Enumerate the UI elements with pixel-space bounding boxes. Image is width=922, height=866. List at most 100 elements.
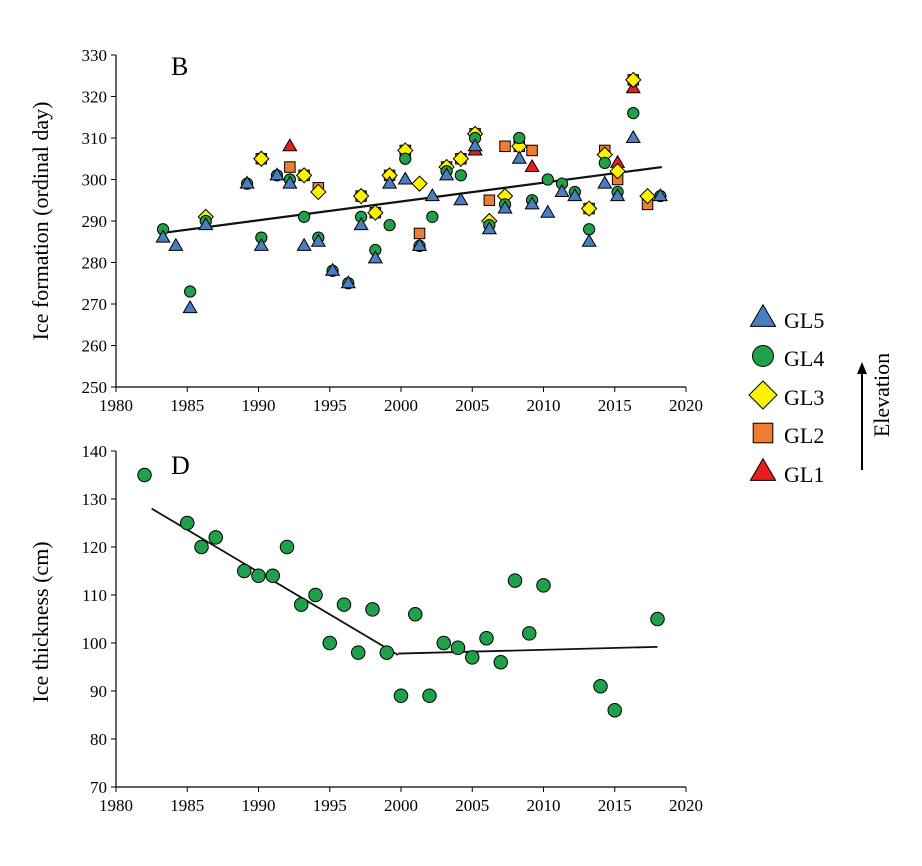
y-axis-label-ice-thickness: Ice thickness (cm): [28, 541, 53, 702]
elevation-arrow-head: [857, 362, 867, 374]
data-point-gl4: [336, 597, 352, 612]
panel-label-d: D: [171, 451, 190, 480]
data-point-gl4: [208, 530, 223, 545]
y-tick-label: 300: [82, 171, 108, 190]
data-point-gl5: [652, 187, 668, 202]
data-point-gl5: [367, 250, 383, 264]
y-tick-label: 70: [90, 778, 107, 797]
chart-ice-thickness: D Ice thickness (cm) 70 80 90 100 110 120 130 1…: [28, 442, 703, 815]
y-tick-label: 270: [82, 295, 108, 314]
data-point-gl5: [424, 187, 440, 202]
x-tick-label: 1990: [242, 396, 276, 415]
data-point-gl5: [540, 204, 556, 218]
data-point-gl4: [279, 539, 295, 555]
legend-marker-gl4: [752, 345, 774, 367]
data-point-gl4: [379, 645, 394, 660]
data-point-gl4: [513, 131, 526, 145]
data-point-gl5: [497, 200, 513, 214]
data-point-gl5: [198, 217, 214, 231]
chart-ice-formation: B Ice formation (ordinal day) 250 260 270 2…: [28, 46, 703, 415]
data-point-gl4: [408, 606, 423, 622]
x-tick-label: 1995: [313, 796, 347, 815]
x-tick-label: 2005: [455, 396, 489, 415]
data-point-gl4: [627, 106, 640, 120]
data-point-gl4: [598, 156, 611, 170]
data-point-gl4: [294, 597, 309, 612]
data-point-gl5: [168, 237, 184, 251]
y-tick-label: 120: [82, 538, 108, 557]
data-point-gl3: [625, 71, 642, 89]
data-point-gl5: [481, 221, 497, 235]
legend-marker-gl1: [749, 457, 777, 481]
data-point-gl4: [541, 173, 554, 186]
x-tick-label: 2020: [669, 396, 703, 415]
data-point-gl4: [454, 169, 467, 182]
data-point-gl5: [269, 167, 285, 181]
data-point-gl5: [453, 192, 469, 206]
x-tick-label: 1980: [99, 796, 133, 815]
y-axis-label-ice-formation: Ice formation (ordinal day): [28, 102, 53, 341]
y-tick-label: 140: [82, 442, 108, 461]
y-tick-label: 330: [82, 46, 108, 65]
data-point-gl2: [526, 144, 538, 157]
data-point-gl4: [365, 602, 380, 617]
y-tick-label: 90: [90, 682, 107, 701]
elevation-label: Elevation: [869, 353, 894, 437]
y-tick-label: 290: [82, 212, 108, 231]
data-point-gl5: [155, 229, 171, 243]
data-point-gl4: [393, 688, 409, 704]
data-point-gl5: [438, 167, 455, 181]
data-point-gl4: [308, 587, 323, 603]
data-point-gl5: [524, 196, 540, 210]
data-point-gl4: [237, 563, 252, 579]
trend-line: [158, 165, 662, 235]
data-point-gl3: [352, 187, 370, 205]
data-point-gl5: [511, 150, 527, 164]
data-point-gl5: [353, 217, 369, 231]
data-point-gl5: [239, 175, 255, 189]
data-point-gl4: [194, 539, 209, 555]
data-point-gl4: [650, 611, 665, 627]
data-point-gl5: [411, 237, 428, 251]
data-point-gl1: [282, 138, 298, 152]
data-point-gl3: [609, 162, 626, 180]
data-point-gl4: [436, 635, 451, 651]
x-tick-label: 2000: [384, 796, 418, 815]
panel-label-b: B: [171, 52, 188, 81]
x-tick-label: 2000: [384, 396, 418, 415]
data-point-gl4: [593, 678, 608, 694]
data-point-gl4: [322, 635, 337, 651]
legend-marker-gl5: [749, 303, 777, 327]
data-point-gl5: [253, 237, 269, 251]
legend-label-gl2: GL2: [784, 423, 824, 448]
data-point-gl2: [413, 227, 426, 240]
data-point-gl3: [411, 175, 428, 192]
x-tick-label: 1990: [242, 796, 276, 815]
data-point-gl2: [499, 140, 511, 153]
data-point-gl3: [367, 204, 384, 221]
data-point-gl4: [180, 515, 195, 531]
data-point-gl5: [381, 175, 398, 189]
data-point-gl4: [251, 568, 266, 584]
data-point-gl4: [536, 578, 551, 593]
data-point-gl1: [524, 158, 540, 173]
data-point-gl4: [582, 223, 596, 236]
data-point-gl4: [137, 467, 152, 483]
data-point-gl5: [324, 262, 341, 276]
data-point-gl4: [522, 626, 537, 641]
data-point-gl4: [426, 210, 439, 223]
x-tick-label: 2015: [598, 396, 632, 415]
data-point-gl4: [607, 702, 622, 718]
trend-line: [398, 645, 658, 655]
y-tick-label: 320: [82, 88, 108, 107]
data-point-gl5: [581, 233, 597, 247]
x-tick-label: 1985: [170, 396, 204, 415]
data-point-gl4: [450, 640, 466, 656]
data-point-gl5: [597, 175, 613, 189]
y-tick-label: 260: [82, 337, 108, 356]
data-point-gl5: [397, 171, 413, 185]
data-point-gl3: [253, 150, 270, 167]
legend-marker-gl3: [748, 380, 778, 410]
x-tick-label: 2020: [669, 796, 703, 815]
data-point-gl4: [399, 152, 412, 165]
